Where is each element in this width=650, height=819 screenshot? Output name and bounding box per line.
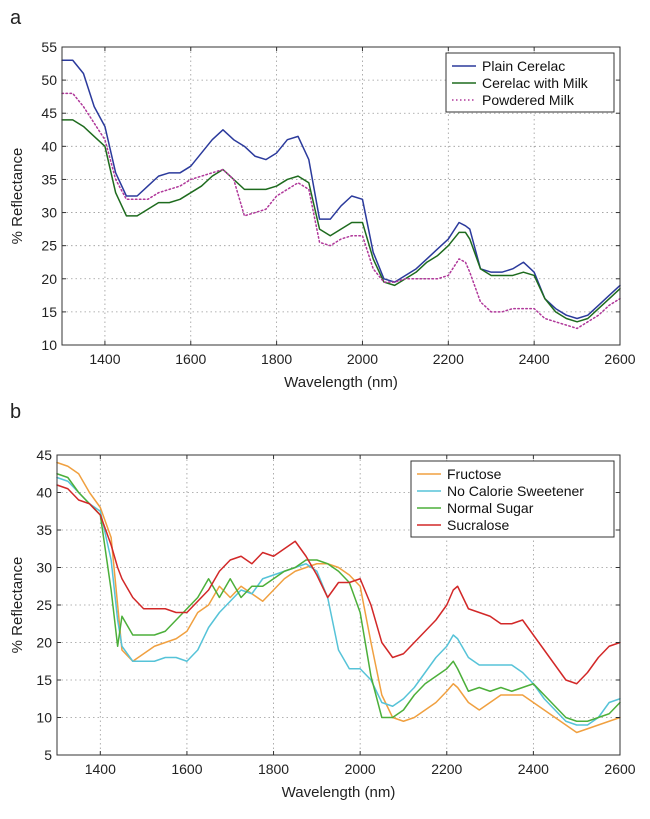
- legend-label: Normal Sugar: [447, 500, 534, 516]
- y-tick-label: 10: [36, 710, 52, 726]
- y-tick-label: 40: [41, 138, 57, 154]
- x-tick-label: 2400: [518, 761, 549, 777]
- legend-box: [410, 460, 615, 538]
- x-tick-label: 2600: [604, 351, 635, 367]
- y-tick-label: 30: [36, 560, 52, 576]
- legend-label: Cerelac with Milk: [482, 75, 589, 91]
- y-tick-label: 25: [41, 238, 57, 254]
- y-tick-label: 15: [41, 304, 57, 320]
- series-line-no-calorie-sweetener: [56, 476, 621, 726]
- chart-a: 1400 1600 1800 2000 2200 2400 2600 10 15 20 25 30 35…: [9, 39, 636, 391]
- y-tick-label: 40: [36, 485, 52, 501]
- x-axis-label: Wavelength (nm): [284, 374, 398, 391]
- y-tick-label: 20: [36, 635, 52, 651]
- legend-label: No Calorie Sweetener: [447, 483, 584, 499]
- y-tick-label: 5: [44, 747, 52, 763]
- y-axis-label: % Reflectance: [9, 557, 26, 654]
- y-tick-label: 45: [41, 105, 57, 121]
- legend-label: Fructose: [447, 466, 502, 482]
- x-tick-label: 2600: [604, 761, 635, 777]
- legend-label: Powdered Milk: [482, 92, 575, 108]
- chart-b: 1400 1600 1800 2000 2200 2400 2600 5 10 15 20 25 30 3…: [9, 447, 636, 801]
- series-line-fructose: [56, 461, 621, 734]
- y-tick-label: 30: [41, 205, 57, 221]
- series-line-sucralose: [56, 484, 621, 685]
- x-tick-label: 2400: [519, 351, 550, 367]
- x-tick-label: 1400: [85, 761, 116, 777]
- y-tick-label: 35: [36, 522, 52, 538]
- y-tick-label: 10: [41, 337, 57, 353]
- series-line-plain-cerelac: [61, 59, 621, 320]
- y-tick-label: 45: [36, 447, 52, 463]
- x-tick-label: 2000: [347, 351, 378, 367]
- x-tick-label: 2200: [433, 351, 464, 367]
- y-axis-label: % Reflectance: [9, 148, 26, 245]
- y-tick-label: 25: [36, 597, 52, 613]
- series-line-powdered-milk: [61, 92, 621, 330]
- y-tick-label: 20: [41, 271, 57, 287]
- y-tick-label: 55: [41, 39, 57, 55]
- legend-label: Sucralose: [447, 517, 509, 533]
- x-tick-label: 1600: [171, 761, 202, 777]
- x-tick-label: 1400: [89, 351, 120, 367]
- x-axis-label: Wavelength (nm): [282, 784, 396, 801]
- x-tick-label: 1600: [175, 351, 206, 367]
- x-tick-label: 2200: [431, 761, 462, 777]
- series-line-normal-sugar: [56, 473, 621, 722]
- x-tick-label: 1800: [258, 761, 289, 777]
- panel-label-b: b: [10, 401, 21, 423]
- y-tick-label: 50: [41, 72, 57, 88]
- y-tick-label: 15: [36, 672, 52, 688]
- panel-label-a: a: [10, 7, 22, 29]
- y-tick-label: 35: [41, 171, 57, 187]
- x-tick-label: 2000: [345, 761, 376, 777]
- plot-frame: [61, 46, 621, 346]
- x-tick-label: 1800: [261, 351, 292, 367]
- series-line-cerelac-with-milk: [61, 119, 621, 323]
- legend-label: Plain Cerelac: [482, 58, 565, 74]
